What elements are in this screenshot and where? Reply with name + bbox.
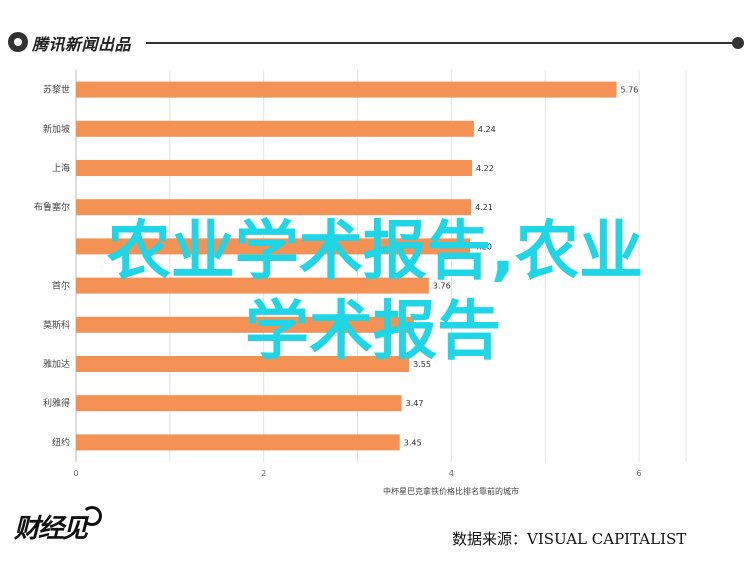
header-end-dot <box>732 37 744 49</box>
x-axis-label: 中杯星巴克拿铁价格比排名靠前的城市 <box>383 486 519 496</box>
value-label: 3.76 <box>433 282 451 291</box>
value-label: 3.45 <box>404 438 422 447</box>
bar <box>76 120 474 137</box>
x-tick-label: 0 <box>73 469 78 478</box>
value-label: 4.22 <box>476 164 494 173</box>
tencent-news-logo-icon <box>8 32 28 52</box>
value-label: 4.20 <box>474 242 492 251</box>
value-label: 3.55 <box>413 360 431 369</box>
logo-text: 腾讯新闻出品 <box>32 35 132 54</box>
chart-bars <box>76 81 617 451</box>
bar <box>76 277 429 294</box>
bar <box>76 238 471 255</box>
value-label: 3.47 <box>406 399 424 408</box>
x-tick-label: 4 <box>449 469 454 478</box>
brand-swoosh-icon <box>82 506 102 526</box>
x-tick-label: 2 <box>261 469 266 478</box>
value-label: 4.24 <box>478 125 496 134</box>
chart-ticks: 0 2 4 6 <box>73 469 641 478</box>
bar <box>76 199 472 216</box>
category-label: 布鲁塞尔 <box>34 201 70 213</box>
category-label: 纽约 <box>52 436 70 448</box>
header-divider <box>146 42 738 44</box>
overlay-title: 农业学术报告,农业 学术报告 <box>0 212 750 372</box>
bar <box>76 81 617 98</box>
bar-chart: 苏黎世 5.76 新加坡 4.24 上海 4.22 布鲁塞尔 4.21 4.20 首尔 3.76 莫斯… <box>34 70 687 496</box>
overlay-line-1: 农业学术报告,农业 <box>106 215 644 289</box>
bar <box>76 395 402 412</box>
value-label: 5.76 <box>621 86 639 95</box>
bar <box>76 356 410 372</box>
value-label: 4.21 <box>475 203 493 212</box>
brand-logo: 财经见 <box>14 514 88 544</box>
chart-labels: 苏黎世 5.76 新加坡 4.24 上海 4.22 布鲁塞尔 4.21 4.20 首尔 3.76 莫斯… <box>34 84 638 449</box>
bar <box>76 160 473 176</box>
category-label: 莫斯科 <box>43 319 70 331</box>
source-credit: 数据来源：VISUAL CAPITALIST <box>452 530 687 548</box>
category-label: 苏黎世 <box>43 84 70 96</box>
x-tick-label: 6 <box>637 469 642 478</box>
bar <box>76 316 414 333</box>
category-label: 新加坡 <box>43 123 70 135</box>
category-label: 雅加达 <box>43 358 70 370</box>
overlay-line-2: 学术报告 <box>245 295 501 369</box>
category-label: 上海 <box>52 162 70 174</box>
category-label: 利雅得 <box>43 397 70 409</box>
bar <box>76 434 400 451</box>
category-label: 首尔 <box>52 280 70 292</box>
header: 腾讯新闻出品 <box>8 28 744 58</box>
